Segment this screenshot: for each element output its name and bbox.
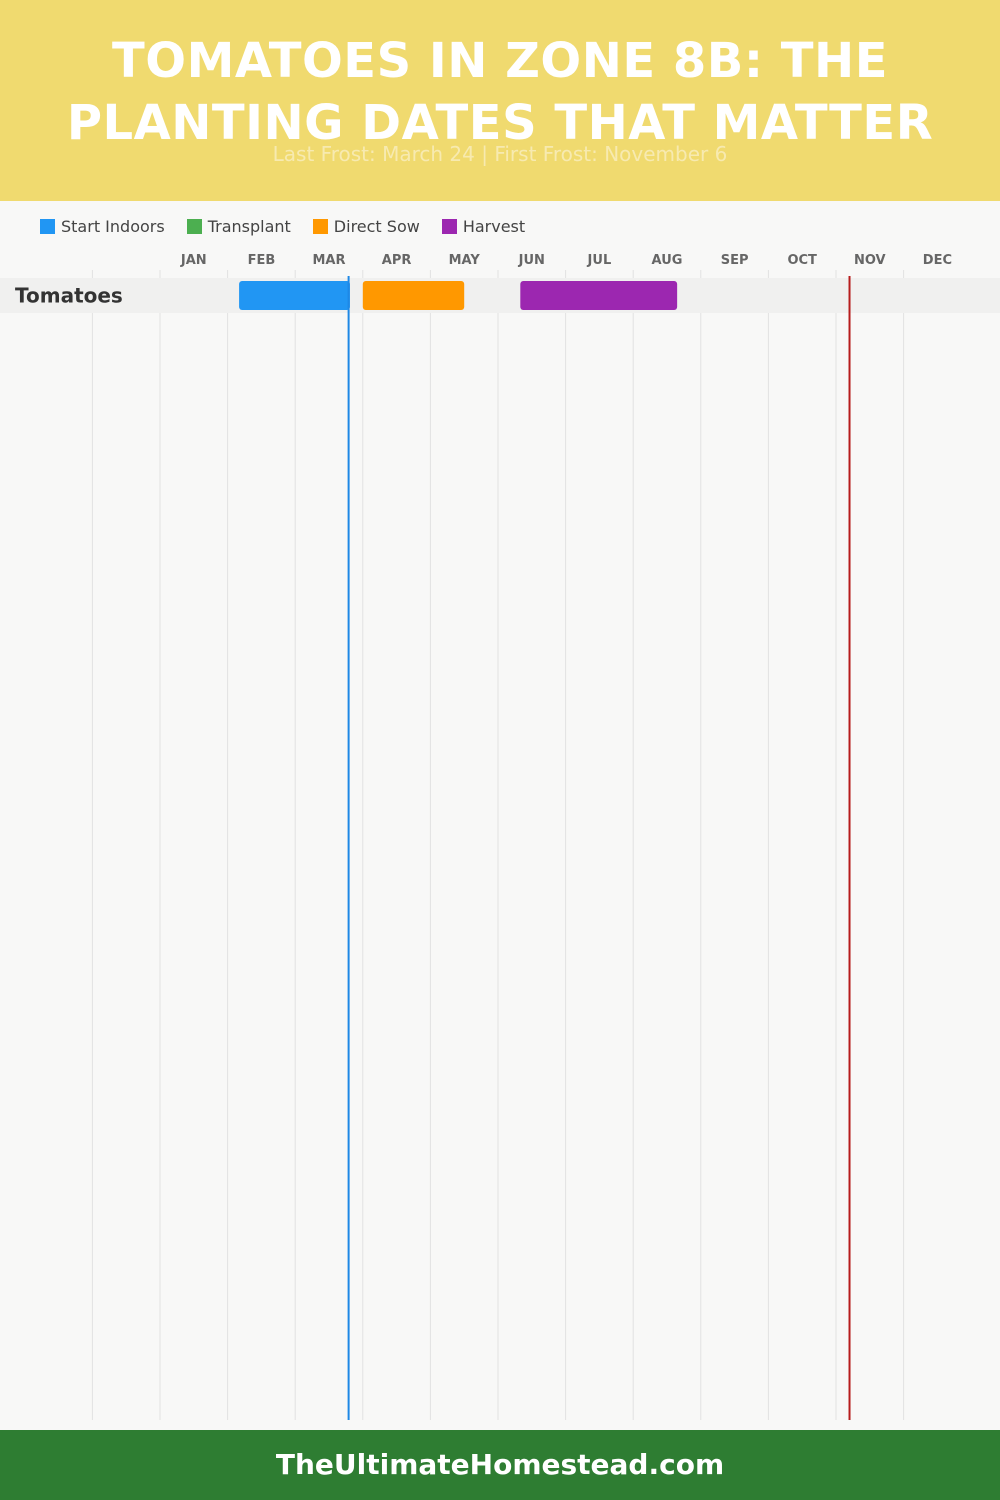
legend-item-transplant: Transplant <box>186 216 291 236</box>
frost-dates-subtitle: Last Frost: March 24 | First Frost: Nove… <box>272 142 728 166</box>
crop-row-label: Tomatoes <box>15 284 123 308</box>
month-tick-label: DEC <box>923 253 952 268</box>
month-tick-label: OCT <box>787 253 817 268</box>
title-line-1: TOMATOES IN ZONE 8B: THE <box>112 33 888 89</box>
footer-banner: TheUltimateHomestead.com <box>0 1430 1000 1500</box>
legend-item-harvest: Harvest <box>441 216 526 236</box>
page-title: TOMATOES IN ZONE 8B: THE PLANTING DATES T… <box>0 30 1000 154</box>
month-tick-label: NOV <box>854 253 886 268</box>
legend-swatch-direct-sow <box>312 218 328 234</box>
legend-swatch-transplant <box>186 218 202 234</box>
legend-item-start-indoors: Start Indoors <box>40 217 165 236</box>
month-tick-label: FEB <box>248 253 276 268</box>
legend-swatch-start-indoors <box>40 218 55 234</box>
month-tick-label: APR <box>382 253 412 268</box>
month-tick-label: JUN <box>518 253 545 268</box>
legend-label-start-indoors: Start Indoors <box>61 216 165 236</box>
legend-label-transplant: Transplant <box>207 216 291 236</box>
month-tick-label: MAR <box>312 253 345 268</box>
header-banner: TOMATOES IN ZONE 8B: THE PLANTING DATES T… <box>0 0 1000 201</box>
legend-swatch-harvest <box>441 218 457 234</box>
legend-item-direct-sow: Direct Sow <box>312 216 420 236</box>
chart-legend: Start Indoors Transplant Direct Sow Harv… <box>40 215 547 237</box>
bar-harvest <box>520 281 678 310</box>
bar-direct-sow <box>362 281 465 310</box>
crop-row-background <box>0 278 1000 313</box>
bar-start-indoors <box>239 281 350 310</box>
month-tick-label: AUG <box>652 253 683 268</box>
legend-label-harvest: Harvest <box>462 216 526 236</box>
title-line-2: PLANTING DATES THAT MATTER <box>66 95 934 151</box>
planting-calendar-chart: JAN FEB MAR APR MAY JUN JUL AUG SEP OCT NOV DEC Toma… <box>0 253 1000 1420</box>
legend-label-direct-sow: Direct Sow <box>333 216 420 236</box>
month-tick-label: JUL <box>587 253 612 268</box>
footer-site-link[interactable]: TheUltimateHomestead.com <box>275 1448 725 1481</box>
month-tick-label: JAN <box>180 253 207 268</box>
month-tick-label: MAY <box>449 253 481 268</box>
month-tick-label: SEP <box>721 253 749 268</box>
